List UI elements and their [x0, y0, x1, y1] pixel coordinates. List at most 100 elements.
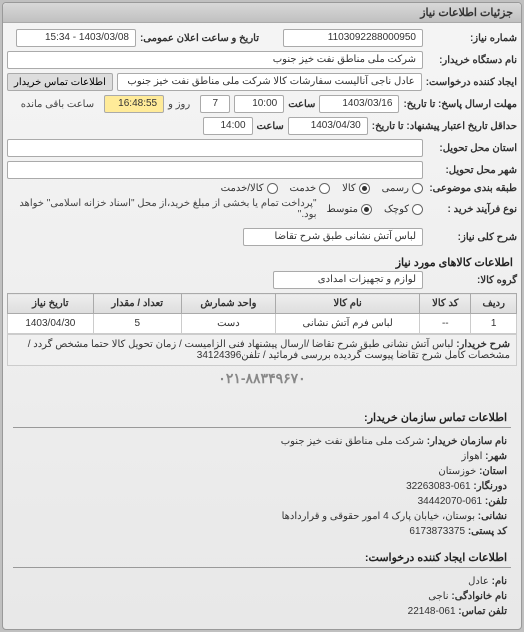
contact-name-row: نام: عادل: [13, 574, 511, 589]
radio-goods[interactable]: کالا: [342, 183, 370, 194]
deadline-label: مهلت ارسال پاسخ: تا تاریخ:: [403, 99, 517, 110]
desc-label: شرح خریدار:: [456, 339, 510, 350]
col-name: نام کالا: [276, 294, 420, 314]
col-code: کد کالا: [420, 294, 471, 314]
requester-title: اطلاعات ایجاد کننده درخواست:: [13, 545, 511, 568]
contact-province-value: خوزستان: [438, 466, 476, 477]
contact-org-row: نام سازمان خریدار: شرکت ملی مناطق نفت خی…: [13, 434, 511, 449]
delivery-city-label: شهر محل تحویل:: [427, 165, 517, 176]
validity-time-label: ساعت: [257, 121, 284, 132]
contact-org-value: شرکت ملی مناطق نفت خیز جنوب: [281, 436, 424, 447]
goods-group-label: گروه کالا:: [427, 275, 517, 286]
contact-address-row: نشانی: بوستان، خیابان پارک 4 امور حقوقی …: [13, 509, 511, 524]
radio-circle-icon: [267, 183, 278, 194]
desc-text: لباس آتش نشانی طبق شرح تقاضا /ارسال پیشن…: [28, 339, 510, 361]
radio-circle-checked-icon: [359, 183, 370, 194]
days-value: 7: [200, 95, 230, 113]
panel-title: جزئیات اطلاعات نیاز: [3, 3, 521, 23]
radio-service[interactable]: خدمت: [290, 183, 331, 194]
row-process-type: نوع فرآیند خرید : کوچک متوسط "پرداخت تما…: [7, 198, 517, 220]
deadline-time-label: ساعت: [288, 99, 315, 110]
radio-small[interactable]: کوچک: [384, 204, 423, 215]
remaining-label: ساعت باقی مانده: [21, 99, 94, 110]
radio-medium-label: متوسط: [327, 204, 358, 215]
category-radio-group: رسمی کالا خدمت کالا/خدمت: [221, 183, 423, 194]
contact-city-value: اهواز: [462, 451, 483, 462]
radio-medium[interactable]: متوسط: [327, 204, 372, 215]
row-delivery-city: شهر محل تحویل:: [7, 161, 517, 179]
remaining-time: 16:48:55: [104, 95, 164, 113]
row-goods-group: گروه کالا: لوازم و تجهیزات امدادی: [7, 271, 517, 289]
request-number-value: 1103092288000950: [283, 29, 423, 47]
contact-section: اطلاعات تماس سازمان خریدار: نام سازمان خ…: [7, 399, 517, 625]
delivery-province-label: استان محل تحویل:: [427, 143, 517, 154]
validity-time: 14:00: [203, 117, 253, 135]
contact-fax-value: 061-32263083: [406, 481, 471, 492]
delivery-province-value: [7, 139, 423, 157]
contact-city-row: شهر: اهواز: [13, 449, 511, 464]
row-requester: ایجاد کننده درخواست: عادل ناجی آنالیست س…: [7, 73, 517, 91]
process-note: "پرداخت تمام یا بخشی از مبلغ خرید،از محل…: [7, 198, 317, 220]
cell-name: لباس فرم آتش نشانی: [276, 314, 420, 334]
deadline-date: 1403/03/16: [319, 95, 399, 113]
contact-phone-label: تلفن:: [485, 496, 507, 507]
validity-label: حداقل تاریخ اعتبار پیشنهاد: تا تاریخ:: [372, 121, 517, 132]
radio-small-label: کوچک: [384, 204, 409, 215]
radio-circle-icon: [412, 204, 423, 215]
cell-row: 1: [471, 314, 517, 334]
contact-family-label: نام خانوادگی:: [451, 591, 507, 602]
need-title-label: شرح کلی نیاز:: [427, 232, 517, 243]
radio-goods-label: کالا: [342, 183, 356, 194]
contact-province-label: استان:: [479, 466, 507, 477]
process-radio-group: کوچک متوسط: [327, 204, 423, 215]
cell-date: 1403/04/30: [8, 314, 94, 334]
radio-circle-checked-icon: [361, 204, 372, 215]
row-request-number: شماره نیاز: 1103092288000950 تاریخ و ساع…: [7, 29, 517, 47]
contact-phone2-label: تلفن تماس:: [458, 606, 507, 617]
contact-name-value: عادل: [468, 576, 489, 587]
contact-city-label: شهر:: [485, 451, 507, 462]
contact-org-label: نام سازمان خریدار:: [427, 436, 507, 447]
contact-phone2-row: تلفن تماس: 061-22148: [13, 604, 511, 619]
goods-group-value: لوازم و تجهیزات امدادی: [273, 271, 423, 289]
contact-name-label: نام:: [492, 576, 507, 587]
radio-circle-icon: [319, 183, 330, 194]
buyer-org-label: نام دستگاه خریدار:: [427, 55, 517, 66]
category-label: طبقه بندی موضوعی:: [427, 183, 517, 194]
cell-unit: دست: [181, 314, 275, 334]
contact-postal-row: کد پستی: 6173873375: [13, 524, 511, 539]
delivery-city-value: [7, 161, 423, 179]
cell-qty: 5: [93, 314, 181, 334]
row-validity: حداقل تاریخ اعتبار پیشنهاد: تا تاریخ: 14…: [7, 117, 517, 135]
radio-official-label: رسمی: [382, 183, 409, 194]
contact-postal-label: کد پستی:: [468, 526, 507, 537]
contact-phone-row: تلفن: 061-34442070: [13, 494, 511, 509]
process-type-label: نوع فرآیند خرید :: [427, 204, 517, 215]
contact-title: اطلاعات تماس سازمان خریدار:: [13, 405, 511, 428]
request-number-label: شماره نیاز:: [427, 33, 517, 44]
announce-label: تاریخ و ساعت اعلان عمومی:: [140, 33, 259, 44]
col-row: ردیف: [471, 294, 517, 314]
contact-fax-row: دورنگار: 061-32263083: [13, 479, 511, 494]
contact-family-row: نام خانوادگی: ناجی: [13, 589, 511, 604]
radio-circle-icon: [412, 183, 423, 194]
goods-section-title: اطلاعات کالاهای مورد نیاز: [7, 250, 517, 271]
main-panel: جزئیات اطلاعات نیاز شماره نیاز: 11030922…: [2, 2, 522, 630]
contact-postal-value: 6173873375: [409, 526, 465, 537]
row-category: طبقه بندی موضوعی: رسمی کالا خدمت کالا/خد…: [7, 183, 517, 194]
radio-official[interactable]: رسمی: [382, 183, 423, 194]
announce-value: 1403/03/08 - 15:34: [16, 29, 136, 47]
contact-address-value: بوستان، خیابان پارک 4 امور حقوقی و قرارد…: [282, 511, 475, 522]
contact-province-row: استان: خوزستان: [13, 464, 511, 479]
contact-address-label: نشانی:: [478, 511, 507, 522]
contact-button[interactable]: اطلاعات تماس خریدار: [7, 73, 113, 91]
row-buyer-org: نام دستگاه خریدار: شرکت ملی مناطق نفت خی…: [7, 51, 517, 69]
col-qty: تعداد / مقدار: [93, 294, 181, 314]
radio-service-label: خدمت: [290, 183, 317, 194]
radio-goods-service[interactable]: کالا/خدمت: [221, 183, 278, 194]
cell-code: --: [420, 314, 471, 334]
contact-phone-value: 061-34442070: [418, 496, 483, 507]
buyer-org-value: شرکت ملی مناطق نفت خیز جنوب: [7, 51, 423, 69]
table-header-row: ردیف کد کالا نام کالا واحد شمارش تعداد /…: [8, 294, 517, 314]
description-row: شرح خریدار: لباس آتش نشانی طبق شرح تقاضا…: [7, 334, 517, 366]
